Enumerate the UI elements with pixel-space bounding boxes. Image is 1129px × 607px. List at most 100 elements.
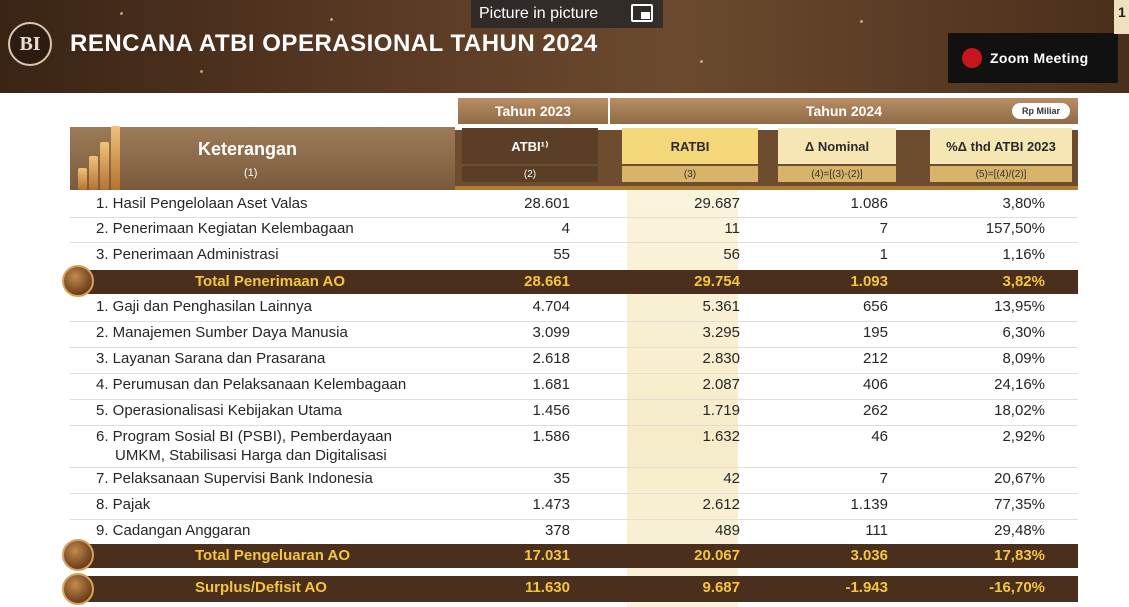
cell-atbi: 4.704 [532, 298, 570, 315]
cell-atbi: 4 [561, 220, 570, 237]
row-label: 5. Operasionalisasi Kebijakan Utama [96, 402, 342, 419]
cell-atbi: 35 [553, 470, 570, 487]
cell-nominal: 1 [879, 246, 888, 263]
cell-nominal: 7 [879, 220, 888, 237]
column-label: Δ Nominal [778, 128, 896, 164]
ratbi-column-highlight [627, 185, 738, 607]
unit-badge: Rp Miliar [1012, 103, 1070, 119]
column-number: (2) [462, 166, 598, 182]
row-label: 1. Hasil Pengelolaan Aset Valas [96, 195, 308, 212]
total-revenue-row: Total Penerimaan AO 28.661 29.754 1.093 … [70, 270, 1078, 294]
cell-percent: -16,70% [989, 579, 1045, 596]
cell-percent: 1,16% [1002, 246, 1045, 263]
cell-nominal: 195 [862, 324, 888, 341]
cell-atbi: 1.473 [532, 496, 570, 513]
cell-ratbi: 489 [714, 522, 740, 539]
cell-percent: 3,82% [1002, 273, 1045, 290]
picture-in-picture-icon [631, 4, 653, 22]
table-row: 2. Manajemen Sumber Daya Manusia 3.099 3… [70, 324, 1078, 348]
sparkle-decoration [860, 20, 863, 23]
cell-percent: 3,80% [1002, 195, 1045, 212]
row-label: 9. Cadangan Anggaran [96, 522, 251, 539]
column-label: ATBI¹⁾ [462, 128, 598, 164]
page-title: RENCANA ATBI OPERASIONAL TAHUN 2024 [70, 30, 598, 57]
cell-ratbi: 2.087 [702, 376, 740, 393]
table-row: 1. Gaji dan Penghasilan Lainnya 4.704 5.… [70, 298, 1078, 322]
column-header-percent: %Δ thd ATBI 2023 (5)=[(4)/(2)] [930, 122, 1072, 184]
sparkle-decoration [330, 18, 333, 21]
sparkle-decoration [700, 60, 703, 63]
cell-atbi: 28.601 [524, 195, 570, 212]
year-2024-header: Tahun 2024 [610, 98, 1078, 124]
picture-in-picture-button[interactable]: Picture in picture [471, 0, 663, 28]
row-label: Surplus/Defisit AO [195, 579, 327, 596]
column-number: (5)=[(4)/(2)] [930, 166, 1072, 182]
total-expense-row: Total Pengeluaran AO 17.031 20.067 3.036… [70, 544, 1078, 568]
column-label: RATBI [622, 128, 758, 164]
cell-ratbi: 56 [723, 246, 740, 263]
cocoa-coin-icon [62, 539, 94, 571]
bank-indonesia-logo: BI [8, 22, 52, 66]
row-label: 3. Penerimaan Administrasi [96, 246, 279, 263]
table-row: 4. Perumusan dan Pelaksanaan Kelembagaan… [70, 376, 1078, 400]
row-label: 2. Manajemen Sumber Daya Manusia [96, 324, 348, 341]
column-label: Keterangan [198, 139, 298, 159]
cell-percent: 24,16% [994, 376, 1045, 393]
cell-atbi: 1.456 [532, 402, 570, 419]
cell-nominal: -1.943 [845, 579, 888, 596]
cell-nominal: 1.139 [850, 496, 888, 513]
zoom-record-icon [962, 48, 982, 68]
cell-nominal: 1.093 [850, 273, 888, 290]
cell-nominal: 406 [862, 376, 888, 393]
column-label: %Δ thd ATBI 2023 [930, 128, 1072, 164]
cell-percent: 157,50% [985, 220, 1045, 237]
cell-ratbi: 20.067 [694, 547, 740, 564]
cell-atbi: 1.586 [532, 428, 570, 445]
column-number: (3) [622, 166, 758, 182]
table-row: 3. Penerimaan Administrasi 55 56 1 1,16% [70, 246, 1078, 268]
cell-percent: 13,95% [994, 298, 1045, 315]
cell-ratbi: 11 [724, 220, 740, 237]
cell-ratbi: 5.361 [702, 298, 740, 315]
cell-percent: 29,48% [994, 522, 1045, 539]
cell-atbi: 3.099 [532, 324, 570, 341]
page-number: 1 [1114, 0, 1129, 34]
table-row: 2. Penerimaan Kegiatan Kelembagaan 4 11 … [70, 220, 1078, 243]
row-label: 6. Program Sosial BI (PSBI), Pemberdayaa… [96, 428, 392, 445]
table-row: 3. Layanan Sarana dan Prasarana 2.618 2.… [70, 350, 1078, 374]
cell-percent: 77,35% [994, 496, 1045, 513]
column-header-atbi: ATBI¹⁾ (2) [462, 122, 598, 184]
cell-nominal: 1.086 [850, 195, 888, 212]
cell-nominal: 7 [879, 470, 888, 487]
table-row: 6. Program Sosial BI (PSBI), Pemberdayaa… [70, 428, 1078, 468]
cell-percent: 6,30% [1002, 324, 1045, 341]
row-label: 7. Pelaksanaan Supervisi Bank Indonesia [96, 470, 373, 487]
sparkle-decoration [120, 12, 123, 15]
bar-chart-icon [78, 112, 130, 190]
table-row: 9. Cadangan Anggaran 378 489 111 29,48% [70, 522, 1078, 542]
cell-atbi: 2.618 [532, 350, 570, 367]
cell-ratbi: 3.295 [702, 324, 740, 341]
row-label: Total Pengeluaran AO [195, 547, 351, 564]
pip-label: Picture in picture [479, 5, 599, 22]
zoom-meeting-badge: Zoom Meeting [948, 33, 1118, 83]
cocoa-coin-icon [62, 573, 94, 605]
table-row: 8. Pajak 1.473 2.612 1.139 77,35% [70, 496, 1078, 520]
table-row: 7. Pelaksanaan Supervisi Bank Indonesia … [70, 470, 1078, 494]
column-number: (4)=[(3)-(2)] [778, 166, 896, 182]
row-label: 4. Perumusan dan Pelaksanaan Kelembagaan [96, 376, 407, 393]
row-label: 3. Layanan Sarana dan Prasarana [96, 350, 326, 367]
cell-ratbi: 1.632 [702, 428, 740, 445]
table-row: 5. Operasionalisasi Kebijakan Utama 1.45… [70, 402, 1078, 426]
cell-ratbi: 1.719 [702, 402, 740, 419]
cell-atbi: 1.681 [532, 376, 570, 393]
cocoa-coin-icon [62, 265, 94, 297]
row-label: Total Penerimaan AO [195, 273, 346, 290]
cell-ratbi: 29.687 [694, 195, 740, 212]
row-label: 2. Penerimaan Kegiatan Kelembagaan [96, 220, 354, 237]
zoom-label: Zoom Meeting [990, 50, 1089, 66]
table-row: 1. Hasil Pengelolaan Aset Valas 28.601 2… [70, 195, 1078, 218]
cell-atbi: 11.630 [524, 579, 570, 596]
column-header-nominal: Δ Nominal (4)=[(3)-(2)] [778, 122, 896, 184]
cell-nominal: 3.036 [850, 547, 888, 564]
